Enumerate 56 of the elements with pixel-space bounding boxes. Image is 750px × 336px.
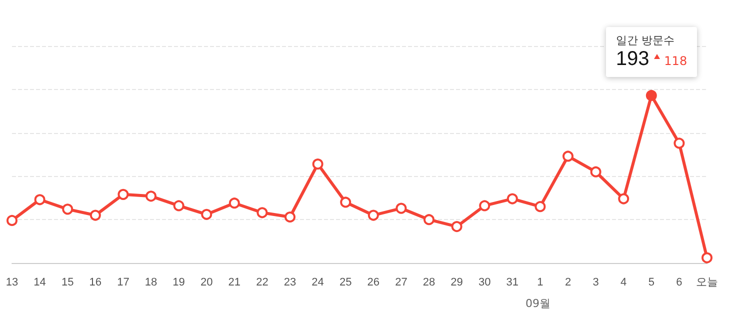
- x-tick-label: 19: [172, 276, 185, 288]
- point: [146, 190, 156, 202]
- x-tick-label: 3: [592, 276, 599, 288]
- x-tick-label: 31: [506, 276, 519, 288]
- point: [201, 208, 212, 220]
- x-tick-label: 13: [6, 276, 18, 288]
- x-tick-label: 17: [117, 276, 130, 288]
- point: [451, 221, 462, 232]
- x-tick-label: 오늘: [696, 276, 718, 288]
- point: [228, 198, 240, 209]
- x-tick-label: 28: [422, 276, 436, 288]
- annotation: 118: [663, 54, 688, 68]
- x-tick-label: 15: [61, 276, 74, 288]
- point: [562, 150, 574, 162]
- x-tick-label: 29: [450, 276, 463, 288]
- x-tick-label: 5: [648, 276, 654, 288]
- x-tick-label: 18: [144, 276, 158, 288]
- x-tick-label: 22: [256, 276, 268, 288]
- point: [618, 193, 630, 204]
- x-tick-label: 24: [312, 276, 324, 288]
- point: [6, 214, 18, 226]
- point: [479, 200, 490, 212]
- point: [506, 193, 518, 204]
- point: [368, 210, 379, 221]
- data-label: 193: [616, 48, 650, 70]
- point: [312, 158, 324, 170]
- point: [424, 214, 434, 226]
- point: [396, 202, 407, 214]
- point: [62, 204, 74, 215]
- text: 09월: [526, 296, 550, 311]
- x-tick-label: 26: [367, 276, 380, 288]
- point: [90, 210, 101, 221]
- x-tick-label: 21: [228, 276, 241, 288]
- x-tick-label: 20: [200, 276, 213, 288]
- point: [646, 90, 657, 101]
- x-tick-label: 4: [620, 276, 627, 288]
- point: [173, 200, 184, 212]
- point: [284, 212, 296, 222]
- x-tick-label: 16: [89, 276, 102, 288]
- point: [590, 166, 602, 178]
- point: [34, 194, 46, 206]
- point: [256, 207, 268, 218]
- x-tick-label: 27: [395, 276, 408, 288]
- x-tick-label: 2: [564, 276, 572, 288]
- point: [702, 252, 712, 264]
- point: [534, 201, 546, 212]
- x-tick-label: 6: [676, 276, 682, 288]
- annotation: 일간 방문수: [616, 33, 676, 48]
- x-tick-label: 1: [537, 276, 544, 288]
- x-tick-label: 23: [284, 276, 296, 288]
- x-tick-label: 14: [34, 276, 46, 288]
- point: [674, 138, 685, 149]
- x-tick-label: 30: [478, 276, 491, 288]
- point: [118, 188, 129, 200]
- x-tick-label: 25: [339, 276, 352, 288]
- point: [340, 196, 352, 208]
